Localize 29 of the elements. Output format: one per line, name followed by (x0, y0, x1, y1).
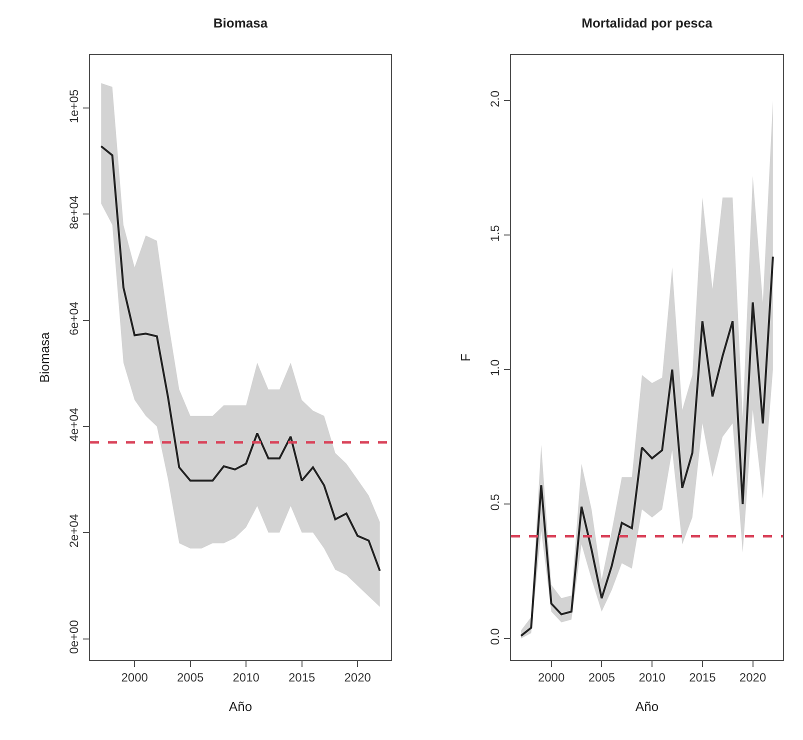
x-tick-label: 2010 (232, 670, 260, 684)
line-series (520, 256, 774, 637)
y-tick-label: 1e+05 (67, 89, 82, 124)
x-tick-label: 2015 (288, 670, 316, 684)
x-tick-label: 2000 (121, 670, 148, 684)
y-tick-label: 0.0 (488, 628, 502, 646)
y-tick-label: 2.0 (488, 90, 502, 108)
y-tick-label: 4e+04 (67, 408, 82, 442)
y-axis-title: F (458, 353, 474, 362)
chart-title: Biomasa (213, 16, 268, 31)
x-tick-label: 2010 (638, 670, 666, 684)
line-series (100, 145, 381, 572)
x-tick-label: 2005 (588, 670, 616, 684)
y-axis-title: Biomasa (37, 331, 52, 383)
x-tick-label: 2020 (739, 670, 766, 684)
y-tick-label: 2e+04 (67, 514, 82, 548)
x-tick-label: 2000 (538, 670, 565, 684)
x-axis-title: Año (635, 699, 659, 714)
y-tick-label: 8e+04 (67, 195, 82, 230)
chart-title: Mortalidad por pesca (582, 16, 714, 31)
y-tick-label: 0e+00 (67, 620, 82, 654)
y-tick-label: 6e+04 (67, 301, 82, 336)
y-tick-label: 1.5 (488, 224, 502, 242)
y-tick-label: 1.0 (488, 359, 502, 376)
x-tick-label: 2015 (689, 670, 716, 684)
x-tick-label: 2005 (176, 670, 204, 684)
x-tick-label: 2020 (344, 670, 372, 684)
y-tick-label: 0.5 (488, 494, 502, 511)
x-axis-title: Año (228, 699, 252, 714)
